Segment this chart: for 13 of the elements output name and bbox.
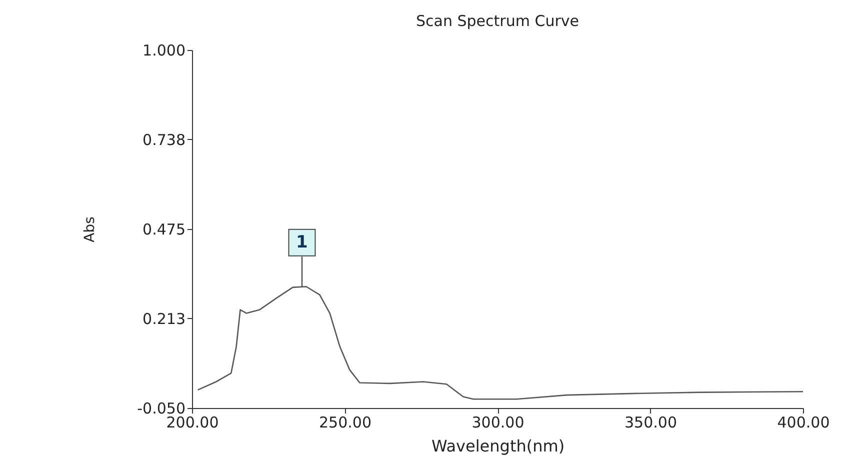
y-axis-title: Abs bbox=[82, 216, 98, 242]
x-axis-title: Wavelength(nm) bbox=[431, 436, 565, 456]
x-tick-label: 350.00 bbox=[624, 414, 677, 432]
x-tick-label: 300.00 bbox=[472, 414, 524, 432]
y-tick-label: 1.000 bbox=[142, 42, 186, 60]
x-tick-label: 400.00 bbox=[777, 414, 830, 432]
y-tick-label: 0.213 bbox=[142, 310, 186, 328]
x-tick-label: 250.00 bbox=[319, 414, 372, 432]
line-series bbox=[197, 286, 804, 400]
y-tick-label: 0.738 bbox=[142, 130, 186, 149]
chart-title: Scan Spectrum Curve bbox=[416, 12, 579, 30]
y-tick-label: 0.475 bbox=[142, 220, 186, 238]
annotation: 1 bbox=[296, 232, 308, 253]
